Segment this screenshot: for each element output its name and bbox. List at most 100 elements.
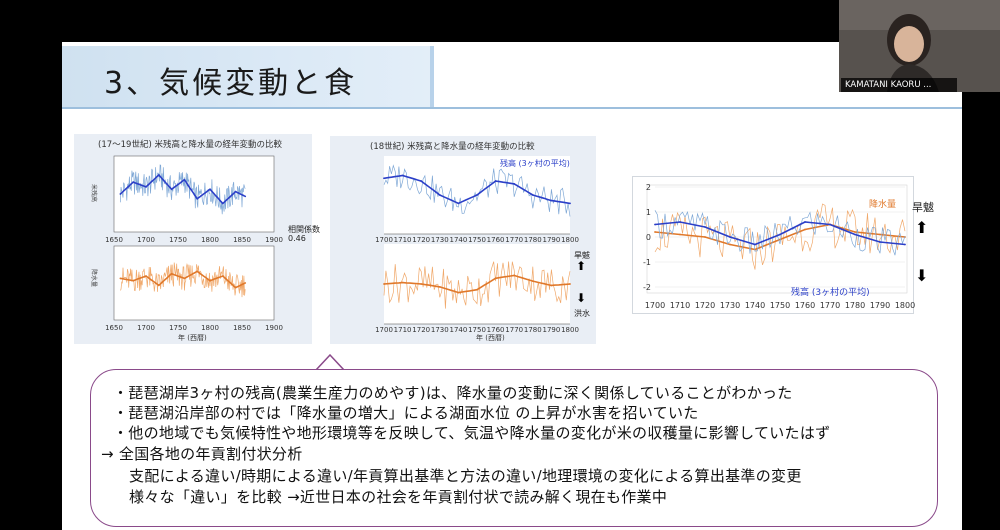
chart1-rice-point bbox=[244, 195, 247, 198]
chart1-top-x-tick-label: 1750 bbox=[169, 236, 187, 244]
chart3-rice-point bbox=[704, 226, 706, 228]
chart1-svg: 米残高 降水量 1650 1700 1750 1800 1850 1900 1650 170… bbox=[90, 155, 283, 342]
chart3-x-tick-label: 1720 bbox=[695, 301, 715, 310]
summary-line-6: 様々な「違い」を比較 →近世日本の社会を年貢割付状で読み解く現在も作業中 bbox=[129, 488, 668, 506]
chart2-rain-point bbox=[438, 285, 441, 288]
participant-video-icon bbox=[839, 0, 1000, 92]
chart3-rice-point bbox=[829, 223, 831, 226]
chart3-legend-rain: 降水量 bbox=[869, 198, 896, 210]
chart1-bottom-x-tick-label: 1650 bbox=[105, 324, 123, 332]
chart3-x-tick-label: 1730 bbox=[720, 301, 740, 310]
chart2-rain-point bbox=[494, 277, 497, 280]
chart1-rain-raw-line bbox=[120, 262, 246, 298]
chart1-bottom-x-tick-label: 1900 bbox=[265, 324, 283, 332]
chart2-top-x-tick-label: 1720 bbox=[412, 236, 430, 244]
chart3-rain-point bbox=[704, 236, 706, 238]
chart3-y-tick-label: 0 bbox=[646, 233, 651, 242]
chart2-rain-point bbox=[401, 281, 404, 284]
chart2-rain-point bbox=[531, 280, 534, 283]
chart2-rice-point bbox=[438, 194, 441, 196]
chart2-top-x-tick-label: 1760 bbox=[487, 236, 505, 244]
chart2-legend: 残高 (3ヶ村の平均) bbox=[500, 158, 570, 168]
chart2-rain-point bbox=[569, 283, 571, 285]
chart2-rain-point bbox=[550, 284, 553, 287]
chart1-rice-point bbox=[132, 181, 135, 184]
chart1-rice-point bbox=[209, 188, 211, 191]
chart1-rain-point bbox=[244, 282, 247, 284]
chart1-rice-point bbox=[157, 174, 160, 176]
chart3-rice-point bbox=[879, 241, 881, 243]
title-banner: 3、気候変動と食 bbox=[62, 46, 434, 108]
chart3-x-tick-label: 1700 bbox=[645, 301, 665, 310]
chart2-rice-point bbox=[401, 174, 404, 177]
chart1-top-ylabel: 米残高 bbox=[90, 184, 98, 202]
chart2-bottom-x-tick-label: 1700 bbox=[375, 326, 393, 334]
chart2-rice-point bbox=[494, 180, 497, 182]
chart3-y-tick-label: 1 bbox=[646, 208, 651, 217]
chart2-bottom-x-tick-label: 1780 bbox=[524, 326, 542, 334]
chart1-rain-point bbox=[221, 275, 224, 277]
chart2-top-x-tick-label: 1740 bbox=[449, 236, 467, 244]
chart2-rice-point bbox=[550, 199, 553, 202]
chart1-top-x-tick-label: 1700 bbox=[137, 236, 155, 244]
chart3-y-tick-label: -2 bbox=[643, 283, 651, 292]
chart3-rice-raw-line bbox=[654, 210, 906, 256]
webcam-video-tile[interactable] bbox=[839, 0, 1000, 92]
chart2-rain-point bbox=[476, 288, 478, 291]
chart2-top-x-tick-label: 1790 bbox=[542, 236, 560, 244]
title-divider bbox=[62, 107, 962, 109]
chart1-correlation-label: 相関係数 bbox=[288, 225, 320, 234]
chart1-rain-point bbox=[234, 286, 237, 289]
chart-rice-rain-17-19c: (17〜19世紀) 米残高と降水量の経年変動の比較 米残高 降水量 1650 17… bbox=[74, 134, 312, 344]
chart1-rice-point bbox=[196, 197, 199, 200]
chart2-rice-point bbox=[457, 202, 460, 205]
chart1-bottom-x-tick-label: 1850 bbox=[233, 324, 251, 332]
chart3-rice-point bbox=[804, 221, 806, 223]
speech-tail bbox=[316, 354, 344, 370]
chart3-rain-point bbox=[654, 231, 656, 233]
chart3-x-tick-label: 1800 bbox=[895, 301, 915, 310]
chart1-bottom-ylabel: 降水量 bbox=[90, 269, 98, 287]
chart1-rice-point bbox=[234, 190, 237, 193]
chart2-rice-point bbox=[531, 194, 534, 196]
chart2-rice-point bbox=[383, 177, 385, 180]
chart2-top-x-tick-label: 1730 bbox=[431, 236, 449, 244]
chart3-rice-point bbox=[779, 233, 781, 236]
chart1-top-x-tick-label: 1650 bbox=[105, 236, 123, 244]
chart2-bottom-x-tick-label: 1730 bbox=[431, 326, 449, 334]
chart2-drought-label: 旱魃 bbox=[574, 251, 590, 260]
chart2-top-x-tick-label: 1800 bbox=[561, 236, 579, 244]
chart2-top-x-tick-label: 1780 bbox=[524, 236, 542, 244]
chart3-rain-point bbox=[854, 231, 856, 233]
chart3-x-tick-label: 1710 bbox=[670, 301, 690, 310]
summary-line-2: ・琵琶湖沿岸部の村では「降水量の増大」による湖面水位 の上昇が水害を招いていた bbox=[113, 404, 699, 422]
chart-rice-rain-18c: (18世紀) 米残高と降水量の経年変動の比較 1700 1710 1720 1730 1… bbox=[330, 136, 596, 344]
chart3-down-arrow-icon: ⬇ bbox=[915, 266, 929, 285]
chart1-rain-point bbox=[170, 272, 173, 275]
presentation-slide: 3、気候変動と食 (17〜19世紀) 米残高と降水量の経年変動の比較 米残高 降… bbox=[62, 42, 962, 530]
chart1-rain-smooth-line bbox=[120, 270, 245, 289]
chart2-down-arrow-icon: ⬇ bbox=[576, 291, 587, 305]
chart2-svg: 1700 1710 1720 1730 1740 1750 1760 1770 1780 1790… bbox=[375, 156, 579, 342]
chart3-rice-point bbox=[729, 236, 731, 238]
chart3-x-tick-label: 1790 bbox=[870, 301, 890, 310]
chart3-rain-point bbox=[729, 243, 731, 246]
chart1-rice-point bbox=[183, 178, 186, 181]
chart-combined-18c: 1700 1710 1720 1730 1740 1750 1760 1770 1780 1790… bbox=[632, 176, 915, 314]
chart3-rain-point bbox=[879, 233, 881, 236]
chart3-legend-rice: 残高 (3ヶ村の平均) bbox=[791, 286, 870, 298]
chart1-bottom-x-tick-label: 1700 bbox=[137, 324, 155, 332]
chart1-rice-point bbox=[119, 193, 122, 195]
chart3-y-tick-label: 2 bbox=[646, 183, 651, 192]
chart3-rice-point bbox=[679, 221, 681, 223]
chart1-top-x-tick-label: 1850 bbox=[233, 236, 251, 244]
chart1-rice-smooth-line bbox=[119, 173, 245, 205]
chart2-rain-point bbox=[420, 283, 423, 285]
chart2-top-x-tick-label: 1700 bbox=[375, 236, 393, 244]
chart2-flood-label: 洪水 bbox=[574, 309, 590, 318]
chart2-bottom-x-tick-label: 1800 bbox=[561, 326, 579, 334]
chart3-x-tick-label: 1740 bbox=[745, 301, 765, 310]
chart2-xlabel: 年 (西暦) bbox=[476, 333, 505, 342]
chart1-rice-point bbox=[170, 188, 173, 191]
chart1-rain-point bbox=[196, 270, 199, 273]
